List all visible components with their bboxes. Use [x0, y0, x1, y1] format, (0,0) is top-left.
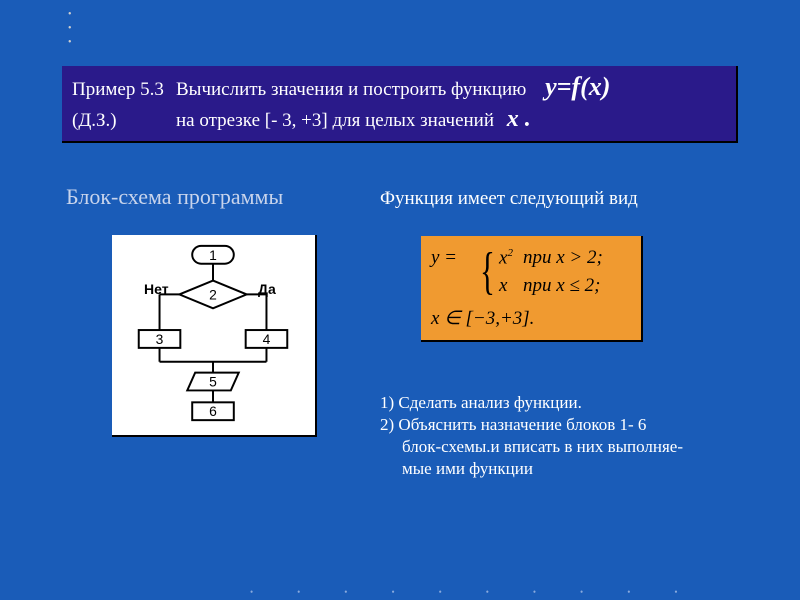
svg-text:6: 6 — [209, 403, 217, 419]
task-2: 2) Объяснить назначение блоков 1- 6 — [380, 414, 760, 436]
branch-no-label: Нет — [144, 281, 169, 297]
piecewise-function: { y = x2 при x > 2; x при x ≤ 2; x ∈ [−3… — [421, 236, 643, 342]
function-title: Функция имеет следующий вид — [380, 188, 638, 210]
svg-text:5: 5 — [209, 373, 217, 389]
formula-yfx: y=f(x) — [545, 72, 610, 101]
flowchart-diagram: 1 2 3 4 5 6 Нет Да — [112, 235, 317, 437]
task-list: 1) Сделать анализ функции. 2) Объяснить … — [380, 392, 760, 480]
svg-text:2: 2 — [209, 286, 217, 302]
svg-text:3: 3 — [156, 331, 164, 347]
brace-icon: { — [480, 242, 495, 301]
task-1: 1) Сделать анализ функции. — [380, 392, 760, 414]
svg-text:1: 1 — [209, 247, 217, 263]
example-number: Пример 5.3 — [72, 79, 176, 101]
task-2b: блок-схемы.и вписать в них выполняе- — [380, 436, 760, 458]
homework-label: (Д.З.) — [72, 110, 176, 132]
svg-text:4: 4 — [263, 331, 271, 347]
problem-text-1: Вычислить значения и построить функцию y… — [176, 72, 610, 102]
flowchart-title: Блок-схема программы — [66, 184, 283, 210]
branch-yes-label: Да — [258, 281, 276, 297]
task-2c: мые ими функции — [380, 458, 760, 480]
footer-dots: •••••••••• — [250, 587, 722, 597]
top-bullets: ••• — [68, 8, 72, 50]
variable-x: x . — [507, 106, 531, 132]
problem-text-2: на отрезке [- 3, +3] для целых значений … — [176, 106, 531, 133]
problem-header: Пример 5.3 Вычислить значения и построит… — [62, 66, 738, 143]
